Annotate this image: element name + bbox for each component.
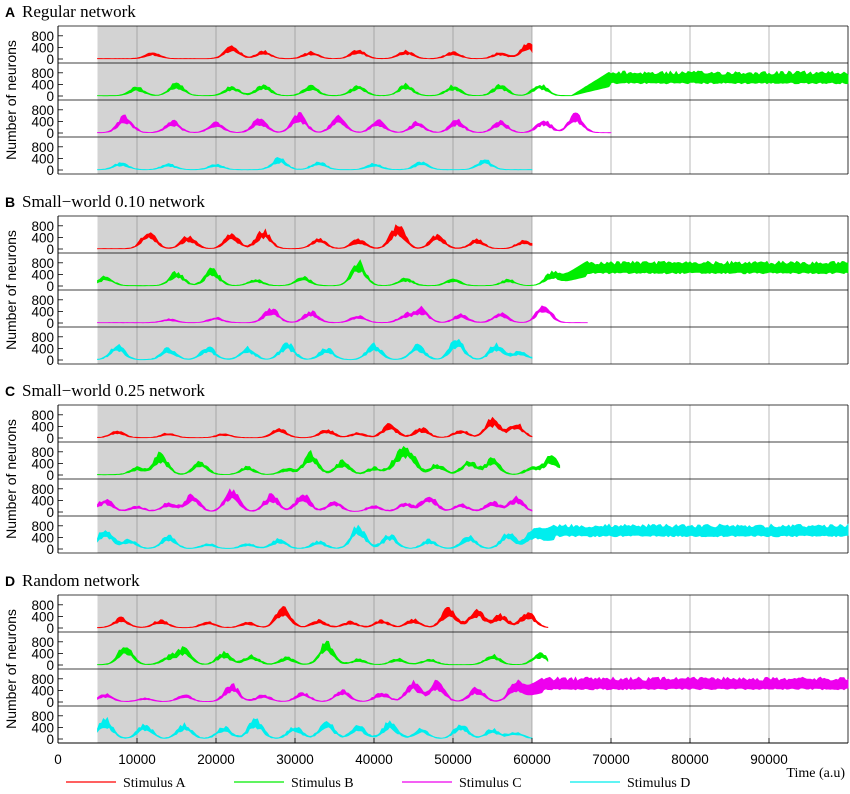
panel-a: A Regular network040080004008000400800040… bbox=[3, 2, 849, 178]
x-tick-label: 90000 bbox=[750, 752, 788, 767]
y-tick-label: 0 bbox=[46, 542, 54, 557]
y-tick-label: 0 bbox=[46, 505, 54, 520]
panel-letter: B bbox=[5, 194, 15, 210]
panel-b: B Small−world 0.10 network040080004008000… bbox=[3, 192, 849, 368]
x-axis: 0 10000 20000 30000 40000 50000 60000 70000 8000… bbox=[54, 738, 848, 781]
x-axis-label: Time (a.u) bbox=[786, 766, 845, 781]
y-tick-label: 400 bbox=[31, 267, 54, 282]
x-tick-label: 0 bbox=[54, 752, 62, 767]
panel-title: Random network bbox=[22, 571, 140, 590]
y-axis-label: Number of neurons bbox=[3, 40, 19, 160]
legend-label: Stimulus B bbox=[291, 776, 354, 791]
y-tick-label: 800 bbox=[31, 408, 54, 423]
panel-letter: A bbox=[5, 4, 15, 20]
trace-stimulus-b bbox=[97, 640, 549, 666]
panel-title: Small−world 0.10 network bbox=[22, 192, 205, 211]
y-tick-label: 0 bbox=[46, 126, 54, 141]
y-tick-label: 800 bbox=[31, 66, 54, 81]
x-tick-label: 40000 bbox=[355, 752, 393, 767]
y-axis-label: Number of neurons bbox=[3, 609, 19, 729]
y-tick-label: 400 bbox=[31, 609, 54, 624]
trace-stimulus-a bbox=[97, 224, 533, 250]
y-tick-label: 400 bbox=[31, 493, 54, 508]
y-tick-label: 400 bbox=[31, 456, 54, 471]
y-tick-label: 400 bbox=[31, 530, 54, 545]
y-tick-label: 800 bbox=[31, 256, 54, 271]
x-tick-label: 10000 bbox=[118, 752, 156, 767]
y-tick-label: 800 bbox=[31, 140, 54, 155]
y-tick-label: 400 bbox=[31, 151, 54, 166]
y-tick-label: 400 bbox=[31, 720, 54, 735]
trace-stimulus-b bbox=[97, 70, 849, 97]
panel-title: Small−world 0.25 network bbox=[22, 381, 205, 400]
legend-label: Stimulus C bbox=[459, 776, 522, 791]
trace-stimulus-a bbox=[97, 416, 533, 439]
trace-stimulus-b bbox=[97, 445, 561, 476]
trace-stimulus-c bbox=[97, 676, 849, 703]
trace-stimulus-d bbox=[97, 156, 533, 171]
y-tick-label: 800 bbox=[31, 29, 54, 44]
y-tick-label: 0 bbox=[46, 279, 54, 294]
trace-stimulus-c bbox=[97, 305, 588, 324]
y-tick-label: 800 bbox=[31, 672, 54, 687]
x-tick-label: 50000 bbox=[434, 752, 472, 767]
y-tick-label: 800 bbox=[31, 635, 54, 650]
legend-label: Stimulus A bbox=[123, 776, 187, 791]
y-tick-label: 400 bbox=[31, 40, 54, 55]
y-tick-label: 400 bbox=[31, 304, 54, 319]
trace-stimulus-b bbox=[97, 259, 849, 287]
x-tick-label: 60000 bbox=[513, 752, 551, 767]
y-tick-label: 800 bbox=[31, 482, 54, 497]
y-tick-label: 800 bbox=[31, 445, 54, 460]
y-tick-label: 0 bbox=[46, 353, 54, 368]
y-tick-label: 0 bbox=[46, 242, 54, 257]
trace-stimulus-d bbox=[97, 523, 849, 549]
trace-stimulus-a bbox=[97, 42, 533, 60]
y-tick-label: 0 bbox=[46, 52, 54, 67]
trace-stimulus-a bbox=[97, 606, 549, 629]
panel-letter: D bbox=[5, 573, 15, 589]
y-tick-label: 0 bbox=[46, 468, 54, 483]
y-tick-label: 0 bbox=[46, 658, 54, 673]
panel-letter: C bbox=[5, 383, 15, 399]
y-tick-label: 0 bbox=[46, 163, 54, 178]
panel-title: Regular network bbox=[22, 2, 136, 21]
y-tick-label: 400 bbox=[31, 77, 54, 92]
x-tick-label: 80000 bbox=[671, 752, 709, 767]
trace-stimulus-d bbox=[97, 338, 533, 361]
legend: Stimulus A Stimulus B Stimulus C Stimulus D bbox=[66, 776, 690, 791]
y-tick-label: 400 bbox=[31, 683, 54, 698]
y-tick-label: 400 bbox=[31, 114, 54, 129]
legend-label: Stimulus D bbox=[627, 776, 690, 791]
panel-d: D Random network0400800040080004008000400… bbox=[3, 571, 849, 747]
y-tick-label: 0 bbox=[46, 695, 54, 710]
y-tick-label: 800 bbox=[31, 293, 54, 308]
y-tick-label: 0 bbox=[46, 89, 54, 104]
panels-layer: A Regular network040080004008000400800040… bbox=[3, 2, 849, 747]
x-tick-label: 20000 bbox=[197, 752, 235, 767]
y-tick-label: 800 bbox=[31, 219, 54, 234]
y-axis-label: Number of neurons bbox=[3, 230, 19, 350]
y-tick-label: 800 bbox=[31, 519, 54, 534]
y-tick-label: 400 bbox=[31, 230, 54, 245]
y-axis-label: Number of neurons bbox=[3, 419, 19, 539]
y-tick-label: 800 bbox=[31, 330, 54, 345]
x-tick-label: 70000 bbox=[592, 752, 630, 767]
x-tick-label: 30000 bbox=[276, 752, 314, 767]
trace-stimulus-c bbox=[97, 488, 533, 512]
y-tick-label: 0 bbox=[46, 316, 54, 331]
y-tick-label: 400 bbox=[31, 646, 54, 661]
y-tick-label: 0 bbox=[46, 431, 54, 446]
y-tick-label: 0 bbox=[46, 621, 54, 636]
trace-stimulus-c bbox=[97, 111, 612, 134]
panel-c: C Small−world 0.25 network040080004008000… bbox=[3, 381, 849, 557]
y-tick-label: 0 bbox=[46, 732, 54, 747]
y-tick-label: 800 bbox=[31, 103, 54, 118]
y-tick-label: 400 bbox=[31, 341, 54, 356]
y-tick-label: 400 bbox=[31, 419, 54, 434]
y-tick-label: 800 bbox=[31, 709, 54, 724]
y-tick-label: 800 bbox=[31, 598, 54, 613]
